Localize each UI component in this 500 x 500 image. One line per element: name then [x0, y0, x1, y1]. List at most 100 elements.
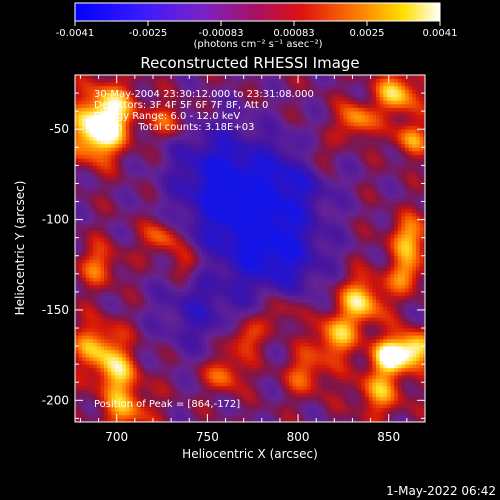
- heatmap-cell: [75, 165, 80, 170]
- heatmap-cell: [75, 389, 80, 394]
- heatmap-cell: [118, 197, 123, 202]
- heatmap-cell: [165, 342, 170, 347]
- heatmap-cell: [227, 179, 232, 184]
- heatmap-cell: [100, 403, 105, 408]
- heatmap-cell: [198, 385, 203, 390]
- heatmap-cell: [249, 208, 254, 213]
- heatmap-cell: [122, 349, 127, 354]
- heatmap-cell: [209, 353, 214, 358]
- heatmap-cell: [107, 78, 112, 83]
- heatmap-cell: [122, 291, 127, 296]
- heatmap-cell: [82, 393, 87, 398]
- heatmap-cell: [245, 215, 250, 220]
- heatmap-cell: [259, 212, 264, 217]
- heatmap-cell: [205, 284, 210, 289]
- heatmap-cell: [78, 400, 83, 405]
- heatmap-cell: [238, 176, 243, 181]
- heatmap-cell: [111, 165, 116, 170]
- heatmap-cell: [107, 273, 112, 278]
- heatmap-cell: [151, 349, 156, 354]
- heatmap-cell: [183, 230, 188, 235]
- heatmap-cell: [259, 299, 264, 304]
- heatmap-cell: [201, 367, 206, 372]
- heatmap-cell: [93, 385, 98, 390]
- heatmap-cell: [238, 331, 243, 336]
- heatmap-cell: [151, 158, 156, 163]
- heatmap-cell: [205, 125, 210, 130]
- heatmap-cell: [212, 396, 217, 401]
- heatmap-cell: [223, 400, 228, 405]
- heatmap-cell: [191, 223, 196, 228]
- heatmap-cell: [201, 281, 206, 286]
- heatmap-cell: [104, 291, 109, 296]
- heatmap-cell: [205, 85, 210, 90]
- heatmap-cell: [245, 237, 250, 242]
- heatmap-cell: [249, 150, 254, 155]
- heatmap-cell: [147, 114, 152, 119]
- heatmap-cell: [223, 114, 228, 119]
- heatmap-cell: [180, 262, 185, 267]
- heatmap-cell: [162, 371, 167, 376]
- heatmap-cell: [118, 320, 123, 325]
- heatmap-cell: [111, 241, 116, 246]
- heatmap-cell: [147, 389, 152, 394]
- heatmap-cell: [252, 252, 257, 257]
- heatmap-cell: [78, 328, 83, 333]
- heatmap-cell: [114, 114, 119, 119]
- heatmap-cell: [114, 403, 119, 408]
- heatmap-cell: [165, 187, 170, 192]
- heatmap-cell: [82, 78, 87, 83]
- heatmap-cell: [154, 89, 159, 94]
- heatmap-cell: [111, 299, 116, 304]
- heatmap-cell: [143, 114, 148, 119]
- heatmap-cell: [183, 168, 188, 173]
- heatmap-cell: [151, 306, 156, 311]
- heatmap-cell: [104, 248, 109, 253]
- heatmap-cell: [201, 389, 206, 394]
- heatmap-cell: [154, 158, 159, 163]
- heatmap-cell: [183, 320, 188, 325]
- heatmap-cell: [249, 320, 254, 325]
- heatmap-cell: [169, 103, 174, 108]
- heatmap-cell: [151, 219, 156, 224]
- heatmap-cell: [176, 129, 181, 134]
- heatmap-cell: [162, 129, 167, 134]
- heatmap-cell: [111, 309, 116, 314]
- heatmap-cell: [136, 158, 141, 163]
- heatmap-cell: [154, 400, 159, 405]
- heatmap-cell: [209, 172, 214, 177]
- heatmap-cell: [122, 103, 127, 108]
- heatmap-cell: [89, 118, 94, 123]
- heatmap-cell: [143, 328, 148, 333]
- heatmap-cell: [82, 281, 87, 286]
- heatmap-cell: [125, 407, 130, 412]
- heatmap-cell: [209, 393, 214, 398]
- heatmap-cell: [245, 371, 250, 376]
- heatmap-cell: [165, 158, 170, 163]
- heatmap-cell: [256, 393, 261, 398]
- heatmap-cell: [212, 273, 217, 278]
- heatmap-cell: [140, 284, 145, 289]
- heatmap-cell: [154, 291, 159, 296]
- heatmap-cell: [162, 125, 167, 130]
- heatmap-cell: [78, 93, 83, 98]
- heatmap-cell: [187, 364, 192, 369]
- heatmap-cell: [104, 241, 109, 246]
- heatmap-cell: [96, 179, 101, 184]
- heatmap-cell: [180, 407, 185, 412]
- heatmap-cell: [223, 356, 228, 361]
- heatmap-cell: [234, 118, 239, 123]
- heatmap-cell: [151, 190, 156, 195]
- heatmap-cell: [220, 306, 225, 311]
- heatmap-cell: [234, 396, 239, 401]
- heatmap-cell: [158, 407, 163, 412]
- heatmap-cell: [187, 244, 192, 249]
- heatmap-cell: [147, 103, 152, 108]
- heatmap-cell: [93, 154, 98, 159]
- heatmap-cell: [100, 165, 105, 170]
- heatmap-cell: [158, 132, 163, 137]
- heatmap-cell: [136, 89, 141, 94]
- heatmap-cell: [227, 147, 232, 152]
- heatmap-cell: [198, 277, 203, 282]
- heatmap-cell: [129, 371, 134, 376]
